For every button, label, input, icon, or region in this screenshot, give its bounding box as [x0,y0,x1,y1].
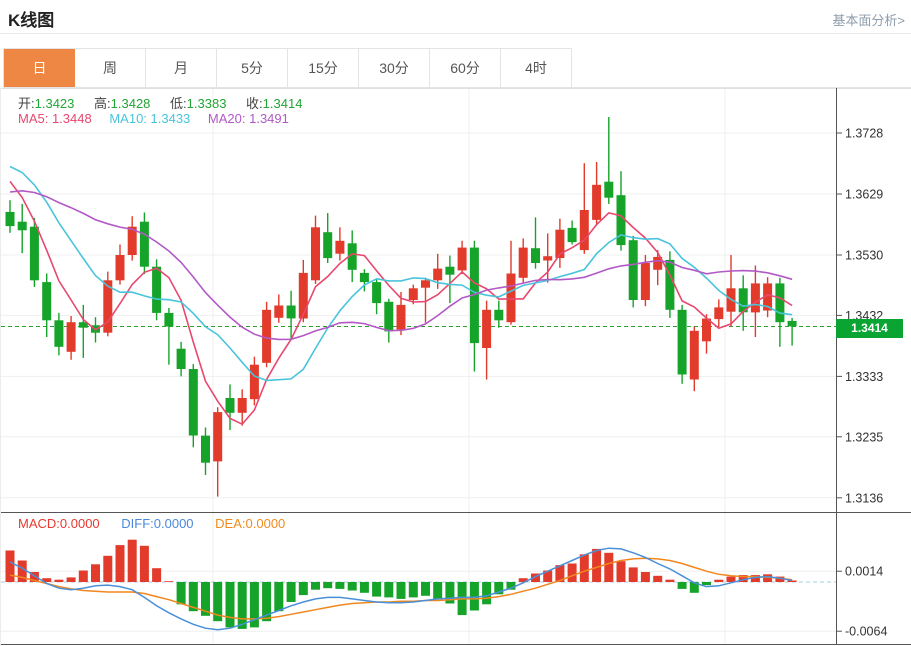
tab-60min[interactable]: 60分 [430,49,501,87]
svg-text:1.3333: 1.3333 [845,370,883,384]
svg-text:1.3530: 1.3530 [845,249,883,263]
tabbar-filler [571,48,911,88]
svg-text:1.3629: 1.3629 [845,188,883,202]
svg-text:0.0014: 0.0014 [845,565,883,579]
ma20-value: MA20: 1.3491 [207,111,289,126]
ma-info-bar: MA5: 1.3448 MA10: 1.3433 MA20: 1.3491 [18,111,303,126]
ma5-value: MA5: 1.3448 [18,111,92,126]
dea-value: DEA:0.0000 [215,516,286,531]
svg-text:1.3728: 1.3728 [845,127,883,141]
svg-text:1.3235: 1.3235 [845,430,883,444]
fundamental-analysis-link[interactable]: 基本面分析> [832,13,905,28]
macd-legend: MACD:0.0000 DIFF:0.0000 DEA:0.0000 [18,516,303,531]
kline-chart: 1.37281.36291.35301.34321.33331.32351.31… [1,88,911,645]
tab-month[interactable]: 月 [146,49,217,87]
high-label: 高: [94,96,111,111]
open-label: 开: [18,96,35,111]
diff-value: DIFF:0.0000 [121,516,194,531]
tab-day[interactable]: 日 [4,49,75,87]
low-label: 低: [170,96,187,111]
last-price-badge: 1.3414 [836,319,903,338]
tab-4hour[interactable]: 4时 [501,49,572,87]
ohlc-info-bar: 开:1.3423 高:1.3428 低:1.3383 收:1.3414 [18,93,318,112]
page-title: K线图 [8,11,55,30]
period-tabbar: 日 周 月 5分 15分 30分 60分 4时 [3,48,572,88]
tab-5min[interactable]: 5分 [217,49,288,87]
open-value: 1.3423 [34,96,75,111]
tab-15min[interactable]: 15分 [288,49,359,87]
macd-value: MACD:0.0000 [18,516,100,531]
tab-week[interactable]: 周 [75,49,146,87]
ma10-value: MA10: 1.3433 [109,111,191,126]
close-label: 收: [246,96,263,111]
svg-text:-0.0064: -0.0064 [845,625,887,639]
tab-30min[interactable]: 30分 [359,49,430,87]
low-value: 1.3383 [186,96,227,111]
header-divider [0,33,911,34]
svg-text:1.3136: 1.3136 [845,491,883,505]
close-value: 1.3414 [262,96,303,111]
high-value: 1.3428 [110,96,151,111]
chart-area: 1.3728 1.3629 1.3530 1.3432 1.3333 1.3235 1.31… [0,88,911,646]
